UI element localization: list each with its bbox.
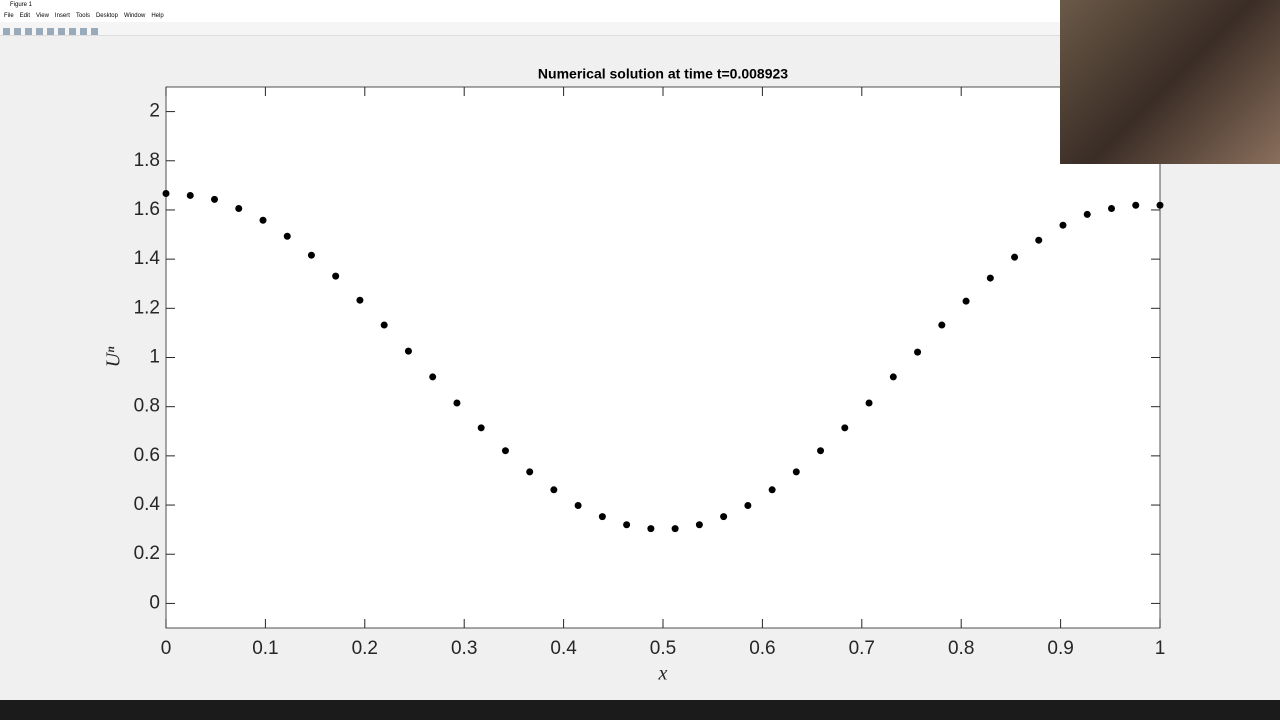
data-point <box>695 521 703 529</box>
y-tick-label: 0.2 <box>134 543 160 564</box>
data-point <box>1083 210 1091 218</box>
y-tick-label: 2 <box>149 101 160 122</box>
data-point <box>235 204 243 212</box>
menu-item[interactable]: Help <box>151 13 164 19</box>
data-point <box>889 373 897 381</box>
y-tick-label: 1.8 <box>134 150 160 171</box>
menu-item[interactable]: File <box>4 13 14 19</box>
data-point <box>1107 204 1115 212</box>
x-axis-label: x <box>658 663 668 685</box>
menu-item[interactable]: Tools <box>75 13 90 19</box>
data-point <box>211 195 219 203</box>
x-tick-label: 0.6 <box>749 638 775 659</box>
data-point <box>962 297 970 305</box>
data-point <box>623 521 631 529</box>
axes-box <box>165 86 1161 629</box>
y-tick-label: 0.8 <box>134 396 160 417</box>
data-point <box>332 272 340 280</box>
y-tick-label: 1.6 <box>134 199 160 220</box>
y-tick-label: 0 <box>149 592 160 613</box>
data-point <box>1035 236 1043 244</box>
data-point <box>356 296 364 304</box>
data-point <box>865 399 873 407</box>
data-point <box>1059 221 1067 229</box>
data-point <box>768 486 776 494</box>
menu-item[interactable]: Window <box>123 13 146 19</box>
data-point <box>307 251 315 259</box>
data-point <box>259 216 267 224</box>
x-tick-label: 0.5 <box>650 638 676 659</box>
data-point <box>477 424 485 432</box>
data-point <box>744 502 752 510</box>
y-tick-label: 0.6 <box>134 445 160 466</box>
x-tick-label: 0.4 <box>550 638 577 659</box>
taskbar <box>0 700 1280 720</box>
menu-item[interactable]: Insert <box>54 13 70 19</box>
x-tick-label: 1 <box>1155 638 1166 659</box>
x-tick-label: 0 <box>161 638 172 659</box>
menu-bar: File Edit View Insert Tools Desktop Window Help <box>0 11 1060 22</box>
chart: Numerical solution at time t=0.008923 x … <box>103 66 1166 685</box>
x-tick-label: 0.8 <box>948 638 974 659</box>
data-point <box>162 189 170 197</box>
data-point <box>501 447 509 455</box>
chart-title: Numerical solution at time t=0.008923 <box>538 66 788 82</box>
data-point <box>526 468 534 476</box>
data-point <box>1011 253 1019 261</box>
y-axis-label: Uⁿ <box>103 346 125 367</box>
data-point <box>817 447 825 455</box>
data-point <box>720 513 728 521</box>
data-point <box>914 348 922 356</box>
x-tick-label: 0.2 <box>352 638 378 659</box>
data-point <box>647 525 655 533</box>
data-point <box>938 321 946 329</box>
data-point <box>186 191 194 199</box>
y-tick-label: 1.4 <box>134 248 161 269</box>
data-point <box>380 321 388 329</box>
data-point <box>671 525 679 533</box>
data-point <box>453 399 461 407</box>
data-point <box>404 347 412 355</box>
x-tick-label: 0.1 <box>252 638 278 659</box>
x-tick-label: 0.7 <box>849 638 875 659</box>
y-tick-label: 0.4 <box>134 494 161 515</box>
menu-item[interactable]: Desktop <box>95 13 118 19</box>
menu-item[interactable]: View <box>36 13 49 19</box>
data-point <box>792 468 800 476</box>
x-tick-label: 0.3 <box>451 638 477 659</box>
data-point <box>1132 201 1140 209</box>
window-title: Figure 1 <box>0 0 1060 11</box>
data-point <box>986 274 994 282</box>
toolbar <box>0 22 1060 36</box>
data-point <box>550 486 558 494</box>
x-tick-label: 0.9 <box>1047 638 1073 659</box>
data-point <box>1156 201 1164 209</box>
data-point <box>574 502 582 510</box>
webcam-overlay <box>1060 0 1280 164</box>
y-tick-label: 1 <box>149 347 160 368</box>
data-point <box>598 513 606 521</box>
menu-item[interactable]: Edit <box>19 13 31 19</box>
y-tick-label: 1.2 <box>134 297 160 318</box>
data-point <box>429 373 437 381</box>
data-point <box>841 424 849 432</box>
data-point <box>283 232 291 240</box>
